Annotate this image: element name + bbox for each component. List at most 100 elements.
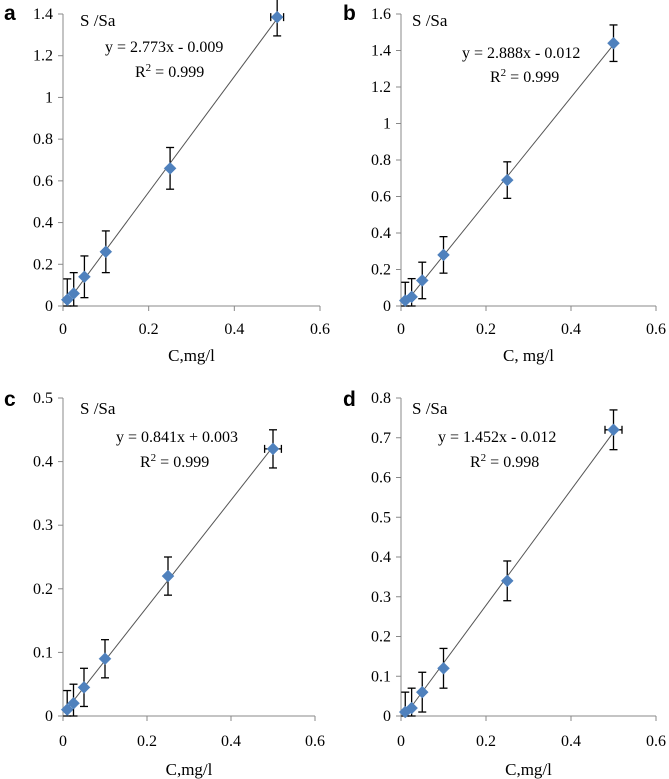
data-point [500,161,514,199]
data-point [415,671,429,713]
y-tick-label: 0.8 [371,390,391,407]
data-point [437,235,450,274]
panel-letter: c [4,388,16,411]
diamond-marker [437,661,450,675]
diamond-marker [607,423,620,437]
y-tick-label: 0.6 [33,173,53,190]
regression-equation: y = 2.888x - 0.012 [462,45,580,62]
panel-b: b 0 0.2 0.4 0.6 0.8 1 1.2 1.4 1.6 0 0.2 0.4 0.6 C, mg/… [343,2,666,365]
data-point [263,429,283,469]
y-tick-label: 0 [383,298,391,315]
panel-d: d 0 0.1 0.2 0.3 0.4 0.5 0.6 0.7 0.8 0 0.2 0.4 0.6 C,mg… [343,388,666,779]
trend-line [66,18,278,303]
x-tick-label: 0.2 [139,321,159,338]
y-tick-label: 1.2 [371,79,391,96]
y-tick-label: 0.4 [371,549,391,566]
y-tick-label: 0 [383,708,391,725]
r-squared: R2 = 0.999 [140,452,209,471]
y-tick-label: 1.2 [33,48,53,65]
y-tick-label: 0.8 [371,152,391,169]
x-tick-label: 0.4 [561,733,581,750]
diamond-marker [67,287,81,300]
y-tick-label: 1.4 [33,6,53,23]
data-point [415,261,429,300]
diamond-marker [266,442,280,456]
r-squared: R2 = 0.999 [135,62,204,81]
y-tick-label: 0.4 [33,215,53,232]
data-point [60,278,74,307]
panel-letter: b [343,2,356,25]
y-tick-label: 0.1 [33,644,53,661]
trend-line [404,44,614,304]
diamond-marker [500,173,514,187]
data-point [405,277,418,307]
y-tick-label: 0 [45,708,53,725]
y-axis-title: S /Sa [412,399,448,418]
data-point [67,271,81,307]
y-tick-label: 0.7 [371,430,391,447]
regression-equation: y = 2.773x - 0.009 [105,39,223,56]
y-axis-title: S /Sa [412,11,448,30]
data-point [604,409,623,451]
x-tick-label: 0.2 [137,733,157,750]
data-point [161,556,175,596]
y-tick-label: 0.2 [33,581,53,598]
y-tick-label: 0.4 [33,454,53,471]
x-tick-label: 0.6 [646,733,666,750]
x-tick-label: 0.4 [221,733,241,750]
diamond-marker [99,245,113,259]
data-point [500,560,514,602]
x-axis-title: C,mg/l [168,346,215,365]
x-tick-label: 0 [59,321,67,338]
y-tick-label: 1.4 [371,43,391,60]
diamond-marker [60,703,74,716]
y-tick-label: 0.2 [371,262,391,279]
diamond-marker [163,161,177,175]
y-tick-label: 0.6 [371,470,391,487]
diamond-marker [161,569,175,583]
x-axis-title: C,mg/l [166,760,213,779]
x-tick-label: 0 [397,733,405,750]
y-tick-label: 0.5 [371,509,391,526]
diamond-marker [405,701,418,715]
regression-equation: y = 0.841x + 0.003 [116,429,238,446]
diamond-marker [60,293,74,307]
data-point [163,146,177,190]
x-tick-label: 0.4 [561,321,581,338]
data-point [405,687,418,717]
diamond-marker [270,10,284,24]
x-axis-title: C,mg/l [505,760,552,779]
diamond-marker [607,36,620,50]
data-point [437,647,450,689]
y-tick-label: 0.5 [33,390,53,407]
x-tick-label: 0.6 [310,321,330,338]
panel-a: a 0 0.2 0.4 0.6 0.8 1 1.2 1.4 0 0.2 0.4 0.6 C,mg/l S /… [4,0,330,365]
trend-line [404,431,614,716]
y-axis-title: S /Sa [80,399,116,418]
y-tick-label: 0.2 [371,629,391,646]
diamond-marker [77,681,91,694]
r-squared: R2 = 0.999 [490,67,559,86]
y-tick-label: 0.1 [371,668,391,685]
y-tick-label: 0.2 [33,256,53,273]
panel-letter: d [343,388,356,411]
data-point [78,255,91,299]
y-tick-label: 0 [45,298,53,315]
x-tick-label: 0.2 [476,321,496,338]
y-tick-label: 1 [383,116,391,133]
data-point [99,230,113,274]
data-point [607,24,620,63]
x-tick-label: 0.6 [646,321,666,338]
x-tick-label: 0 [59,733,67,750]
y-tick-label: 1 [45,89,53,106]
regression-equation: y = 1.452x - 0.012 [438,429,556,446]
y-tick-label: 1.6 [371,6,391,23]
y-tick-label: 0.8 [33,131,53,148]
y-tick-label: 0.3 [33,517,53,534]
x-tick-label: 0.2 [476,733,496,750]
x-tick-label: 0.4 [224,321,244,338]
diamond-marker [67,696,80,710]
y-tick-label: 0.6 [371,189,391,206]
panel-c: c 0 0.1 0.2 0.3 0.4 0.5 0 0.2 0.4 0.6 C,mg/l S /Say … [4,388,325,779]
